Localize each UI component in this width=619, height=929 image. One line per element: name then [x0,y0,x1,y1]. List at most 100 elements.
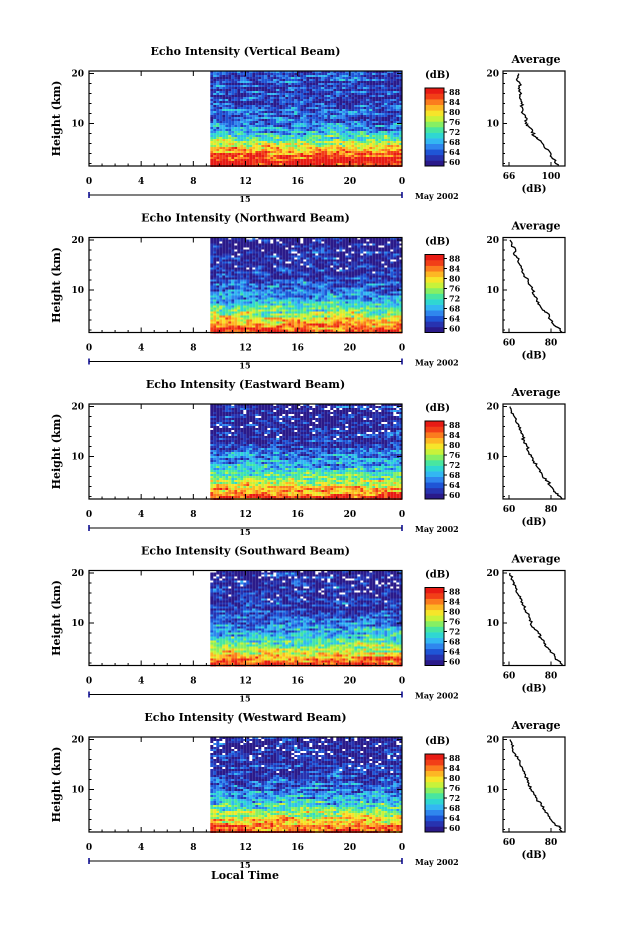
heatmap-cell [240,75,244,77]
heatmap-cell [261,129,265,131]
heatmap-cell [222,249,226,252]
heatmap-cell [363,261,367,264]
heatmap-cell [303,263,307,266]
heatmap-cell [273,83,277,85]
heatmap-cell [330,77,334,79]
heatmap-cell [300,135,304,137]
heatmap-cell [369,269,373,272]
heatmap-cell [306,131,310,133]
heatmap-cell [354,241,358,244]
heatmap-cell [222,269,226,272]
heatmap-cell [360,287,364,290]
heatmap-cell [375,259,379,262]
heatmap-cell [219,87,223,89]
heatmap-cell [246,255,250,258]
heatmap-cell [210,161,214,163]
heatmap-cell [312,131,316,133]
heatmap-cell [279,125,283,127]
heatmap-cell [264,81,268,83]
heatmap-cell [267,139,271,141]
heatmap-cell [360,83,364,85]
heatmap-cell [297,287,301,290]
heatmap-cell [279,289,283,292]
heatmap-cell [285,101,289,103]
heatmap-cell [237,163,241,165]
heatmap-cell [315,257,319,260]
heatmap-cell [324,91,328,93]
heatmap-cell [234,81,238,83]
heatmap-cell [372,145,376,147]
heatmap-cell [240,105,244,107]
heatmap-cell [216,95,220,97]
heatmap-cell [363,115,367,117]
heatmap-cell [369,93,373,95]
heatmap-cell [228,253,232,256]
heatmap-cell [318,87,322,89]
heatmap-cell [306,103,310,105]
heatmap-cell [309,259,313,262]
heatmap-cell [288,143,292,145]
heatmap-cell [288,77,292,79]
heatmap-cell [348,267,352,270]
heatmap-cell [231,243,235,246]
heatmap-cell [366,243,370,246]
heatmap-cell [315,85,319,87]
heatmap-cell [300,153,304,155]
heatmap-cell [330,293,334,296]
heatmap-cell [381,137,385,139]
heatmap-cell [267,127,271,129]
heatmap-cell [312,241,316,244]
heatmap-cell [279,127,283,129]
heatmap-cell [237,273,241,276]
heatmap-cell [345,91,349,93]
heatmap-cell [399,265,403,268]
heatmap-cell [324,95,328,97]
heatmap-cell [216,283,220,286]
heatmap-cell [276,281,280,284]
heatmap-cell [357,157,361,159]
colorbar-segment [425,93,444,100]
heatmap-cell [267,261,271,264]
heatmap-cell [246,159,250,161]
heatmap-cell [342,287,346,290]
heatmap-cell [252,123,256,125]
heatmap-cell [342,277,346,280]
heatmap-cell [357,161,361,163]
heatmap-cell [216,137,220,139]
heatmap-cell [339,143,343,145]
heatmap-cell [234,117,238,119]
heatmap-cell [327,103,331,105]
heatmap-cell [309,147,313,149]
heatmap-cell [273,81,277,83]
heatmap-cell [261,157,265,159]
heatmap-cell [210,125,214,127]
heatmap-cell [312,125,316,127]
heatmap-cell [348,79,352,81]
heatmap-cell [318,83,322,85]
heatmap-cell [228,281,232,284]
heatmap-cell [360,107,364,109]
heatmap-cell [381,129,385,131]
heatmap-cell [321,127,325,129]
heatmap-cell [213,73,217,75]
heatmap-cell [288,271,292,274]
heatmap-cell [276,291,280,294]
heatmap-cell [378,273,382,276]
heatmap-cell [276,133,280,135]
heatmap-cell [291,119,295,121]
heatmap-cell [363,293,367,296]
heatmap-cell [369,97,373,99]
heatmap-cell [372,247,376,250]
heatmap-cell [285,251,289,254]
heatmap-cell [339,89,343,91]
heatmap-cell [387,239,391,242]
heatmap-cell [210,287,214,290]
heatmap-cell [225,139,229,141]
heatmap-cell [219,263,223,266]
heatmap-cell [246,253,250,256]
heatmap-cell [219,115,223,117]
heatmap-cell [327,111,331,113]
heatmap-cell [393,249,397,252]
heatmap-cell [225,239,229,242]
heatmap-cell [381,163,385,165]
